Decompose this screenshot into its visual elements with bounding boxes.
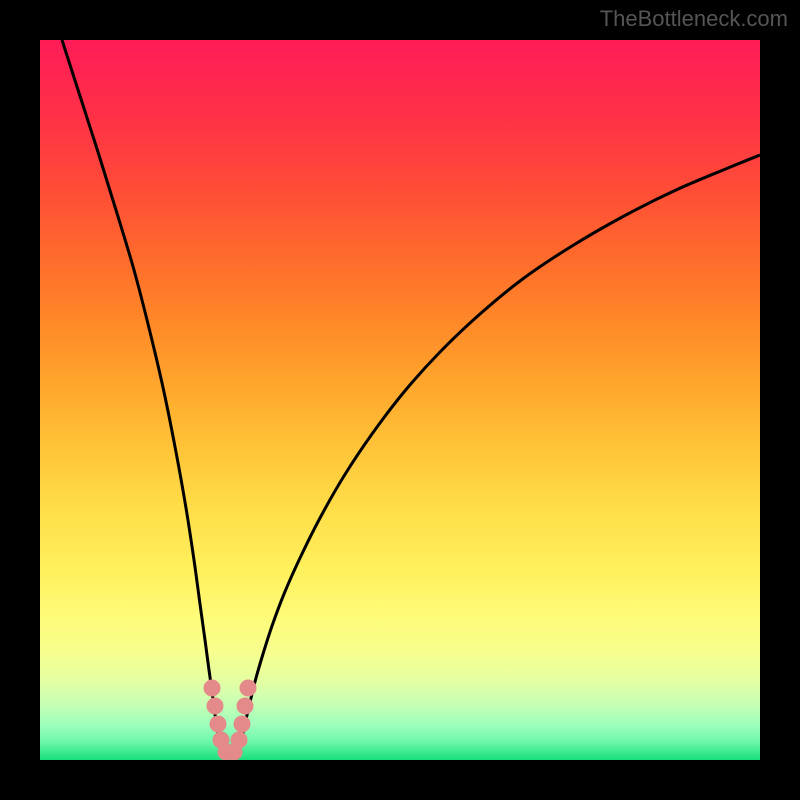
curve-left-branch (62, 40, 220, 744)
plot-area (40, 40, 760, 760)
watermark-text: TheBottleneck.com (600, 6, 788, 32)
marker-dot (234, 716, 250, 732)
chart-container: TheBottleneck.com (0, 0, 800, 800)
curve-layer (40, 40, 760, 760)
curve-right-branch (240, 155, 760, 744)
marker-dot (207, 698, 223, 714)
marker-group (204, 680, 256, 760)
marker-dot (231, 732, 247, 748)
marker-dot (240, 680, 256, 696)
marker-dot (237, 698, 253, 714)
marker-dot (204, 680, 220, 696)
marker-dot (210, 716, 226, 732)
